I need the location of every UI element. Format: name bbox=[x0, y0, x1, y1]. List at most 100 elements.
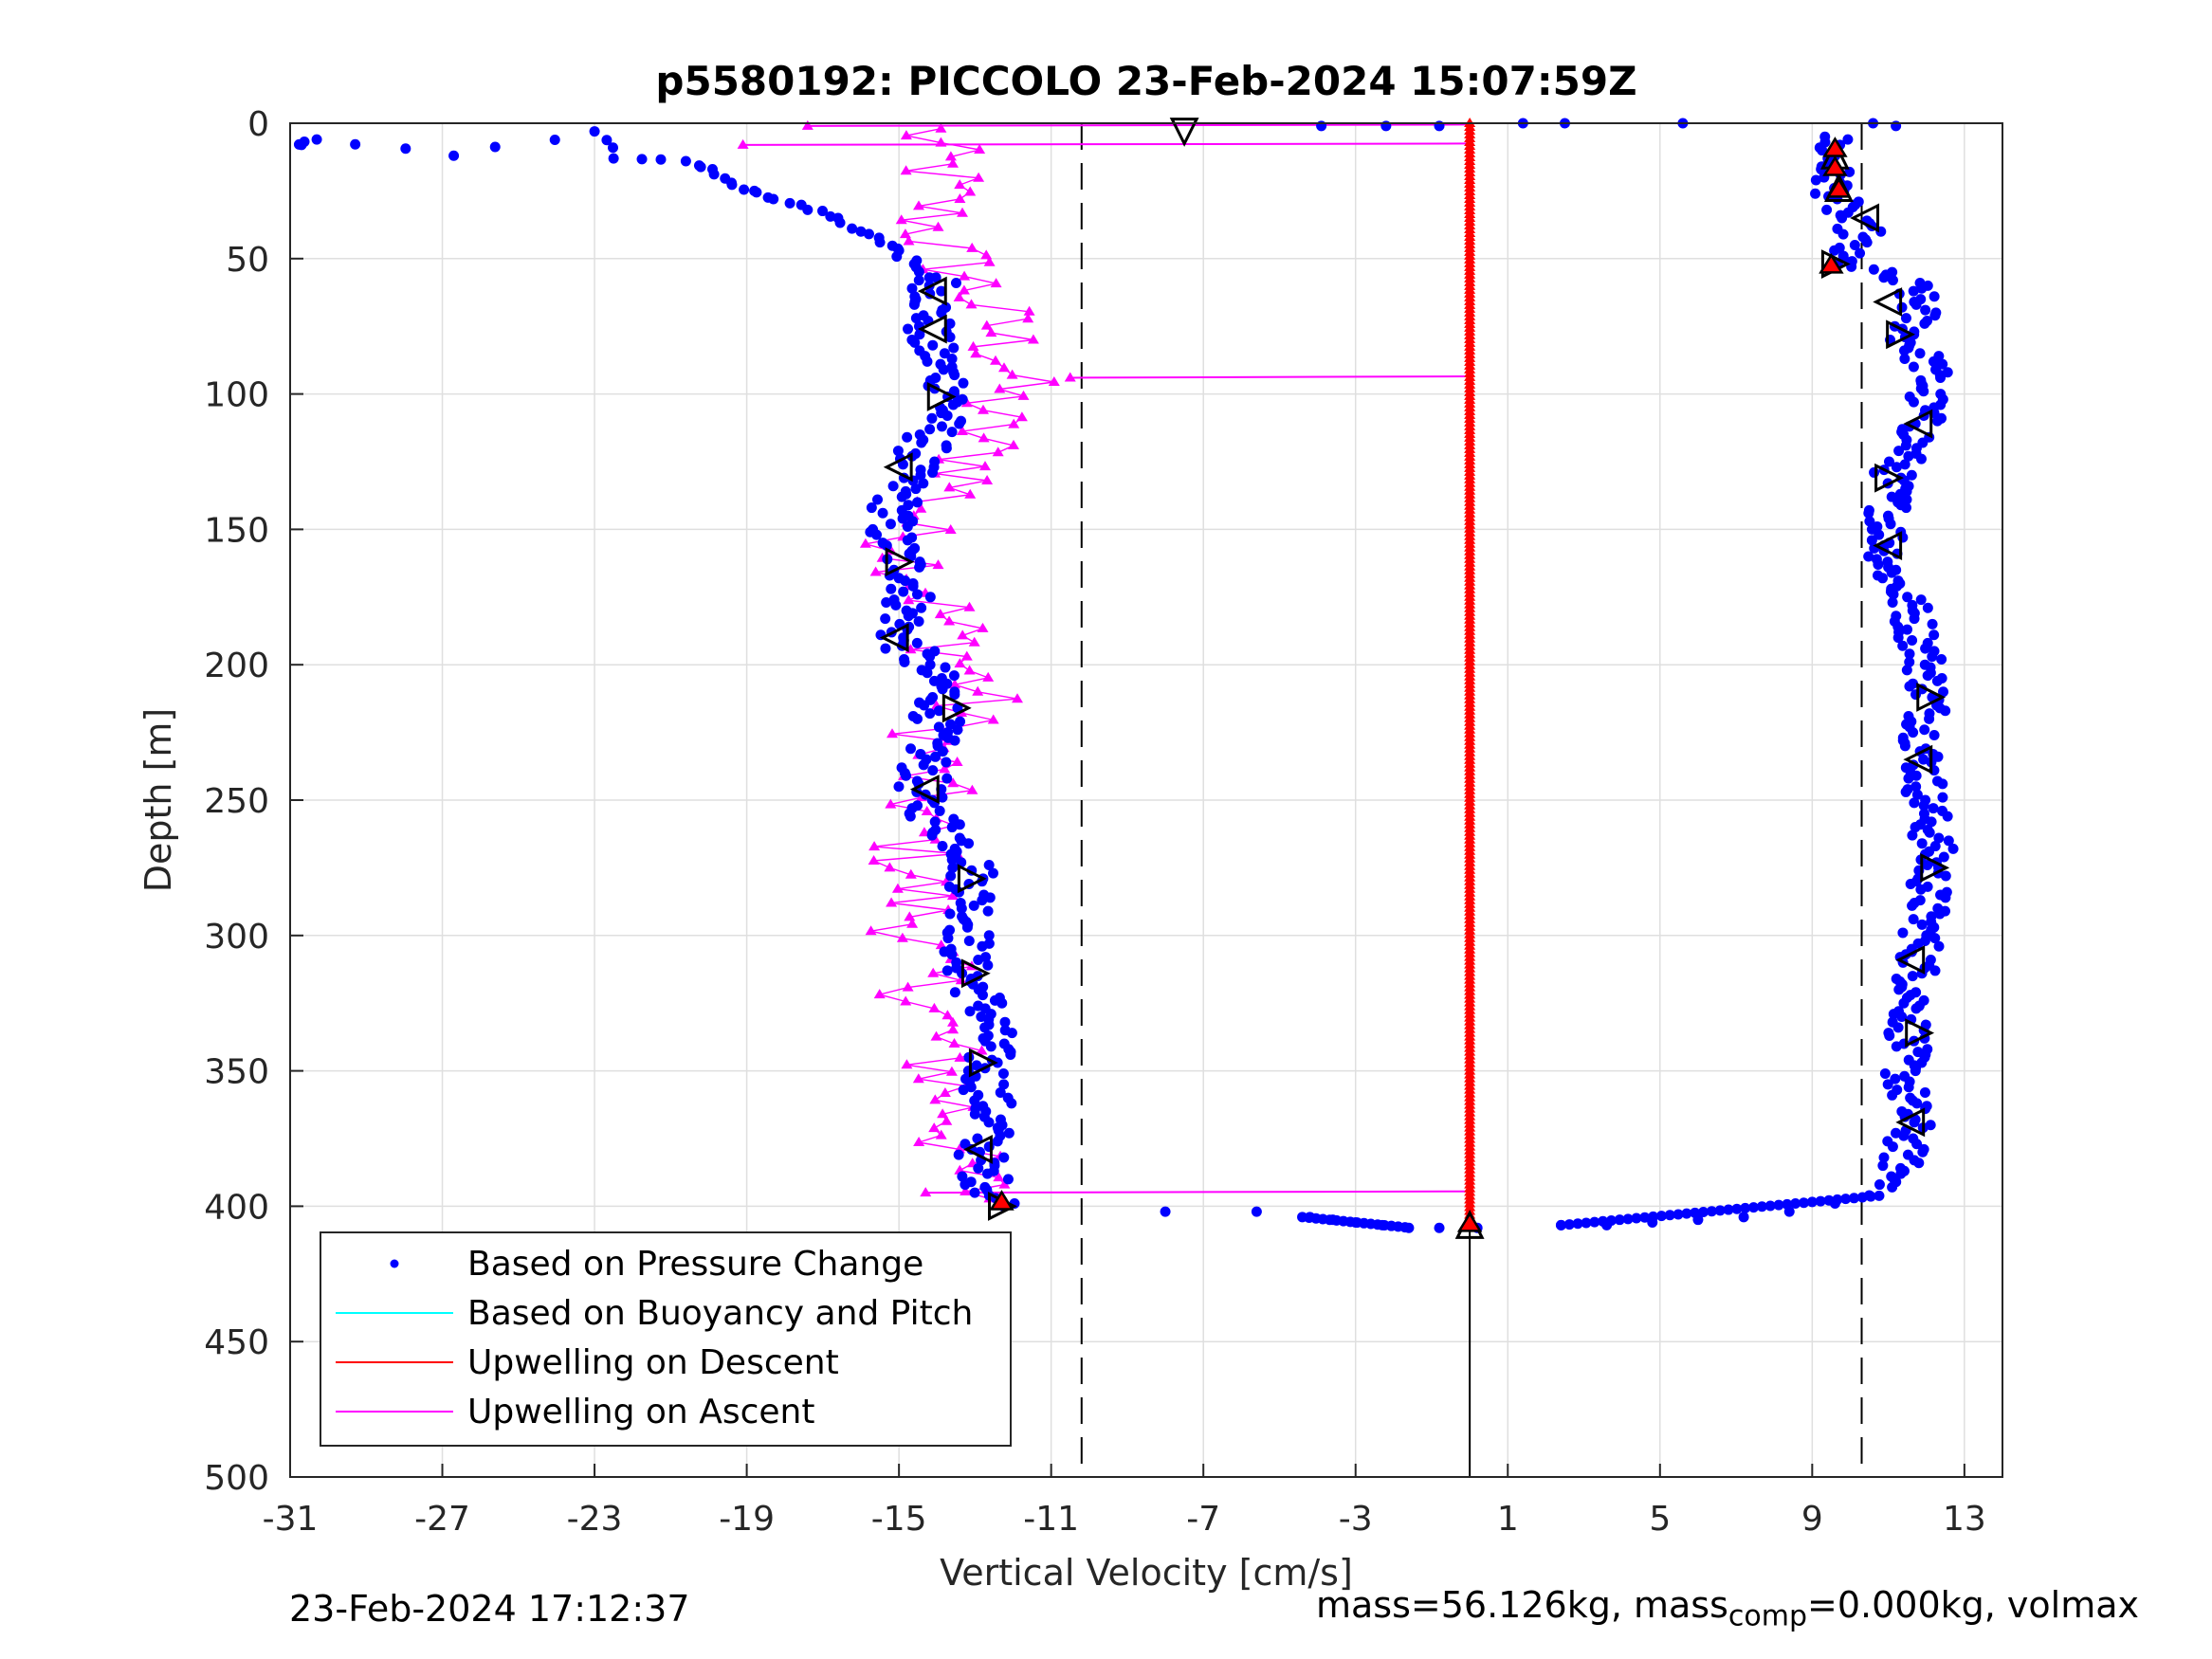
tick-labels: -31 -27 -23 -19 -15 -11 -7 -3 1 5 9 130501001502002… bbox=[204, 105, 1985, 1539]
pressure-change-point bbox=[350, 138, 361, 150]
pressure-change-point bbox=[1714, 1205, 1726, 1216]
upwelling-ascent-marker bbox=[896, 932, 908, 942]
pressure-change-point bbox=[1940, 892, 1951, 903]
pressure-change-point bbox=[924, 424, 936, 435]
pressure-change-point bbox=[1919, 318, 1930, 329]
upwelling-ascent-marker bbox=[967, 340, 979, 351]
bin-marker-descent bbox=[917, 314, 947, 344]
pressure-change-point bbox=[905, 811, 916, 822]
pressure-change-point bbox=[1790, 1198, 1801, 1210]
pressure-change-point bbox=[1933, 940, 1945, 952]
pressure-change-point bbox=[400, 143, 411, 155]
pressure-change-point bbox=[910, 483, 922, 495]
pressure-change-point bbox=[887, 481, 899, 492]
upwelling-ascent-marker bbox=[900, 130, 912, 140]
pressure-change-point bbox=[1581, 1217, 1592, 1229]
upwelling-ascent-marker bbox=[920, 1187, 932, 1197]
pressure-change-point bbox=[914, 329, 925, 340]
pressure-change-point bbox=[1251, 1206, 1262, 1217]
pressure-change-point bbox=[1919, 1086, 1930, 1098]
pressure-change-point bbox=[1904, 656, 1915, 667]
pressure-change-point bbox=[977, 940, 988, 952]
pressure-change-point bbox=[928, 675, 940, 686]
pressure-change-point bbox=[946, 822, 958, 833]
y-tick-label: 500 bbox=[204, 1459, 269, 1498]
pressure-change-point bbox=[886, 583, 897, 594]
x-tick-label: -27 bbox=[414, 1500, 470, 1539]
upwelling-ascent-marker bbox=[913, 1137, 925, 1146]
bin-marker-ascent bbox=[1850, 203, 1880, 233]
pressure-change-point bbox=[880, 613, 891, 625]
pressure-change-point bbox=[1908, 727, 1919, 738]
pressure-change-point bbox=[922, 356, 933, 367]
upwelling-ascent-marker bbox=[737, 138, 749, 149]
pressure-change-point bbox=[863, 228, 874, 240]
pressure-change-point bbox=[919, 700, 930, 711]
pressure-change-point bbox=[1885, 519, 1896, 530]
upwelling-ascent-marker bbox=[891, 883, 904, 893]
pressure-change-point bbox=[1863, 551, 1874, 562]
upwelling-ascent-marker bbox=[947, 157, 959, 168]
upwelling-ascent-marker bbox=[935, 1129, 947, 1139]
pressure-change-point bbox=[1748, 1202, 1760, 1213]
upwelling-ascent-marker bbox=[973, 172, 985, 182]
pressure-change-point bbox=[1929, 310, 1941, 321]
upwelling-ascent-marker bbox=[992, 447, 1004, 457]
pressure-change-point bbox=[1555, 1219, 1566, 1231]
pressure-change-point bbox=[880, 643, 891, 654]
upwelling-ascent-marker bbox=[1022, 313, 1034, 323]
upwelling-ascent-marker bbox=[906, 918, 919, 928]
pressure-change-point bbox=[942, 933, 954, 944]
pressure-change-point bbox=[784, 197, 795, 209]
pressure-change-point bbox=[924, 659, 936, 670]
pressure-change-point bbox=[549, 134, 560, 145]
upwelling-ascent-marker bbox=[1006, 369, 1018, 379]
pressure-change-point bbox=[954, 418, 965, 429]
pressure-change-point bbox=[1931, 415, 1943, 427]
pressure-change-point bbox=[739, 184, 750, 195]
upwelling-ascent-marker bbox=[1008, 439, 1019, 449]
pressure-change-point bbox=[1920, 304, 1931, 316]
pressure-change-point bbox=[1877, 573, 1889, 584]
pressure-change-point bbox=[950, 278, 961, 289]
pressure-change-point bbox=[881, 597, 892, 609]
pressure-change-point bbox=[973, 1162, 984, 1174]
upwelling-ascent-marker bbox=[904, 911, 916, 921]
pressure-change-point bbox=[1911, 1098, 1923, 1109]
pressure-change-point bbox=[1905, 879, 1916, 890]
pressure-change-point bbox=[1929, 729, 1940, 740]
pressure-change-point bbox=[1918, 800, 1929, 811]
pressure-change-point bbox=[1910, 689, 1922, 701]
pressure-change-point bbox=[655, 154, 667, 165]
upwelling-ascent-marker bbox=[928, 1002, 941, 1012]
y-tick-label: 300 bbox=[204, 918, 269, 957]
pressure-change-point bbox=[1563, 1219, 1575, 1231]
x-tick-label: 1 bbox=[1497, 1500, 1519, 1539]
pressure-change-point bbox=[912, 497, 923, 508]
upwelling-ascent-marker bbox=[886, 897, 898, 907]
bin-marker-descent bbox=[909, 775, 940, 805]
pressure-change-point bbox=[1900, 440, 1911, 451]
upwelling-ascent-marker bbox=[947, 1024, 960, 1034]
upwelling-ascent-marker bbox=[902, 981, 914, 992]
pressure-change-point bbox=[995, 1086, 1006, 1098]
pressure-change-point bbox=[1900, 786, 1911, 797]
upwelling-ascent-marker bbox=[868, 841, 881, 851]
upwelling-ascent-connector bbox=[742, 142, 1471, 146]
upwelling-ascent-connector bbox=[807, 123, 1471, 127]
pressure-change-point bbox=[909, 337, 921, 348]
pressure-change-point bbox=[1937, 778, 1948, 790]
pressure-change-point bbox=[877, 507, 888, 519]
pressure-change-point bbox=[999, 1016, 1011, 1028]
footer-mass-text: mass=56.126kg, mass bbox=[1316, 1584, 1728, 1626]
plot-area bbox=[293, 118, 1959, 1239]
upwelling-ascent-marker bbox=[998, 362, 1010, 373]
pressure-change-point bbox=[905, 743, 917, 755]
pressure-change-point bbox=[969, 1095, 980, 1106]
upwelling-ascent-marker bbox=[980, 319, 993, 330]
pressure-change-point bbox=[1866, 535, 1877, 546]
upwelling-ascent-marker bbox=[965, 299, 978, 309]
pressure-change-point bbox=[923, 272, 935, 283]
pressure-change-point bbox=[900, 575, 911, 587]
pressure-change-point bbox=[1842, 134, 1854, 145]
